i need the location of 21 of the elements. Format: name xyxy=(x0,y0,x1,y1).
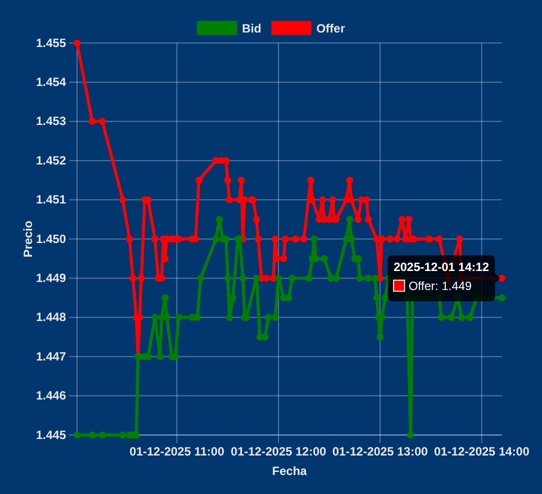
y-tick-label: 1.449 xyxy=(36,271,66,286)
y-tick-label: 1.454 xyxy=(36,75,66,90)
x-tick-label: 01-12-2025 12:00 xyxy=(230,444,327,459)
y-tick-label: 1.447 xyxy=(36,349,66,364)
legend-label: Bid xyxy=(242,22,262,36)
x-tick-label: 01-12-2025 11:00 xyxy=(130,444,225,459)
x-tick-label: 01-12-2025 13:00 xyxy=(332,444,428,459)
annotation: Offer: 1.449 xyxy=(408,279,472,294)
y-tick-label: 1.445 xyxy=(36,428,66,442)
y-tick-label: 1.452 xyxy=(36,153,66,168)
y-tick-label: 1.455 xyxy=(36,36,66,50)
y-tick-label: 1.450 xyxy=(36,232,66,246)
y-tick-label: 1.448 xyxy=(36,310,66,324)
y-tick-label: 1.453 xyxy=(36,114,66,128)
x-axis-title: Fecha xyxy=(272,464,308,478)
annotation: 2025-12-01 14:12 xyxy=(394,260,490,274)
legend-label: Offer xyxy=(316,22,346,36)
y-axis-title: Precio xyxy=(21,220,35,258)
y-tick-label: 1.451 xyxy=(36,192,66,207)
y-tick-label: 1.446 xyxy=(36,388,66,403)
x-tick-label: 01-12-2025 14:00 xyxy=(434,444,530,459)
